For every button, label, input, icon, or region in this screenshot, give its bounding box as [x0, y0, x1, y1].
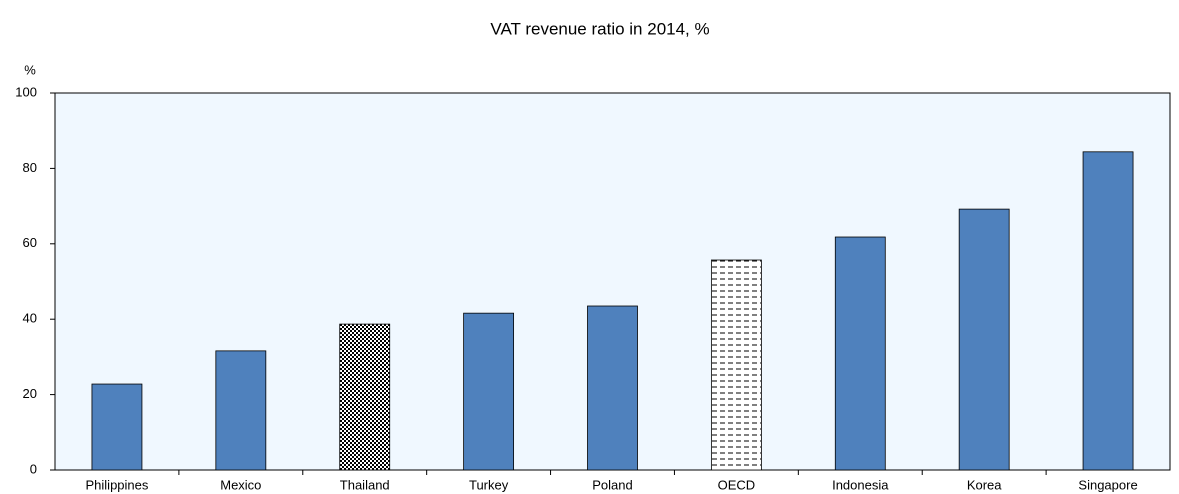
bar	[463, 312, 515, 471]
x-tick-label: Poland	[592, 477, 632, 492]
x-tick-label: Indonesia	[832, 477, 889, 492]
bar	[339, 323, 391, 471]
y-tick-label: 100	[15, 84, 37, 99]
chart-title: VAT revenue ratio in 2014, %	[490, 19, 709, 38]
bar	[958, 208, 1010, 471]
y-tick-label: 20	[23, 386, 37, 401]
x-tick-label: Turkey	[469, 477, 509, 492]
x-tick-label: Mexico	[220, 477, 261, 492]
x-tick-label: Thailand	[340, 477, 390, 492]
y-tick-label: 80	[23, 160, 37, 175]
y-axis-label: %	[24, 62, 36, 77]
x-tick-label: OECD	[718, 477, 756, 492]
x-tick-label: Korea	[967, 477, 1002, 492]
bar	[587, 305, 638, 471]
y-tick-label: 40	[23, 311, 37, 326]
y-tick-label: 0	[30, 461, 37, 476]
bar	[215, 350, 267, 471]
bar	[834, 236, 886, 471]
x-tick-label: Singapore	[1078, 477, 1137, 492]
bar	[710, 259, 762, 471]
bar	[1082, 151, 1134, 471]
y-tick-label: 60	[23, 235, 37, 250]
bar	[91, 383, 143, 471]
x-tick-label: Philippines	[86, 477, 149, 492]
